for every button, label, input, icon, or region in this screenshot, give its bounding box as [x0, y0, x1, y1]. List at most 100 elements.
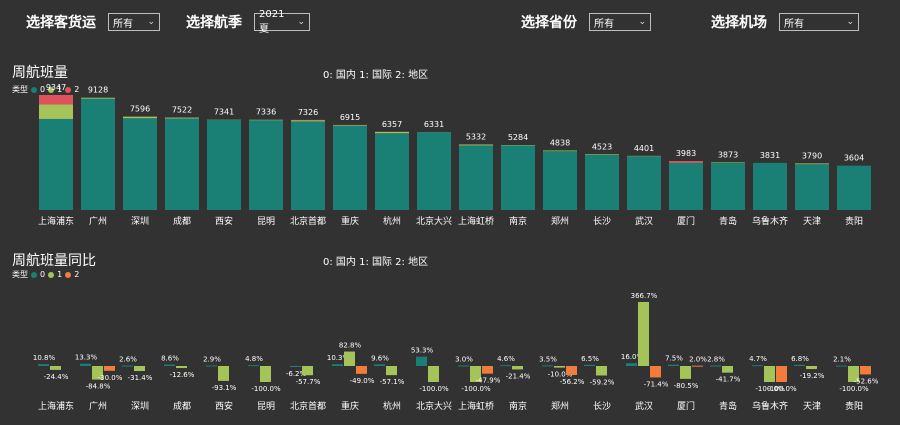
filter-province: 选择省份 所有 ⌄: [521, 12, 651, 32]
x-tick-label: 南京: [509, 215, 527, 227]
bar-total-label: 4523: [592, 142, 612, 151]
bar-segment: [165, 118, 199, 210]
filter-label: 选择航季: [186, 15, 242, 31]
bar-total-label: 4838: [550, 138, 570, 147]
bar-segment: [459, 145, 493, 210]
legend-label-1: 1: [57, 270, 63, 279]
province-dropdown[interactable]: 所有 ⌄: [589, 13, 651, 31]
legend-dot-0: [31, 86, 37, 93]
x-tick-label: 厦门: [677, 215, 695, 227]
bar-segment: [753, 162, 787, 210]
x-tick-label: 乌鲁木齐: [752, 215, 788, 227]
bar-total-label: 3831: [760, 151, 780, 160]
bar-total-label: 3983: [676, 149, 696, 158]
bar-total-label: 5332: [466, 132, 486, 141]
bar-total-label: 7596: [130, 105, 150, 114]
bar-segment: [837, 165, 871, 210]
bar-segment: [627, 156, 661, 210]
legend-label-2: 2: [74, 85, 80, 94]
bar-segment: [585, 155, 619, 210]
bar-segment: [249, 120, 283, 210]
bar-total-label: 6357: [382, 120, 402, 129]
dropdown-value: 2021夏: [259, 9, 285, 35]
bar-segment: [669, 162, 703, 210]
dropdown-value: 所有: [113, 18, 133, 30]
legend-label-0: 0: [40, 85, 46, 94]
dropdown-value: 所有: [784, 18, 804, 30]
x-tick-label: 北京大兴: [416, 215, 452, 227]
bar-total-label: 9128: [88, 86, 108, 95]
airport-dropdown[interactable]: 所有 ⌄: [779, 13, 859, 31]
x-tick-label: 广州: [89, 215, 107, 227]
freight-type-dropdown[interactable]: 所有 ⌄: [108, 13, 160, 31]
bar-segment: [39, 118, 73, 210]
x-tick-label: 青岛: [719, 215, 737, 227]
bar-total-label: 6915: [340, 113, 360, 122]
x-tick-label: 西安: [215, 215, 233, 227]
x-tick-label: 昆明: [257, 216, 275, 227]
bar-segment: [669, 160, 703, 163]
legend-label-0: 0: [40, 270, 46, 279]
chevron-down-icon: ⌄: [638, 17, 646, 27]
bar-segment: [501, 145, 535, 210]
bar-segment: [795, 163, 829, 165]
bar-segment: [165, 117, 199, 119]
x-tick-label: 贵阳: [845, 215, 863, 227]
x-tick-label: 长沙: [593, 215, 611, 227]
chevron-down-icon: ⌄: [147, 17, 155, 27]
bar-total-label: 7341: [214, 108, 234, 117]
legend-dot-2: [65, 86, 72, 93]
legend-dot-2: [65, 271, 72, 278]
bar-segment: [543, 150, 577, 152]
dropdown-value: 所有: [594, 18, 614, 30]
bar-segment: [39, 104, 73, 119]
bar-total-label: 3873: [718, 150, 738, 159]
bar-total-label: 7326: [298, 108, 318, 117]
bar-total-label: 5284: [508, 133, 528, 142]
season-dropdown[interactable]: 2021夏 ⌄: [254, 9, 310, 35]
bar-segment: [711, 162, 745, 210]
bar-segment: [417, 132, 451, 210]
x-tick-label: 重庆: [341, 215, 359, 227]
chart1-type-note: 0: 国内 1: 国际 2: 地区: [323, 70, 429, 81]
bar-segment: [249, 119, 283, 121]
bar-segment: [291, 121, 325, 210]
bar-segment: [81, 98, 115, 210]
bar-total-label: 7522: [172, 105, 192, 114]
bar-segment: [333, 125, 367, 126]
bar-total-label: 3790: [802, 151, 822, 160]
bar-segment: [81, 97, 115, 99]
bar-total-label: 3604: [844, 154, 864, 163]
bar-segment: [207, 119, 241, 210]
chevron-down-icon: ⌄: [846, 17, 854, 27]
bar-total-label: 6331: [424, 120, 444, 129]
chart2-legend: 类型 0 1 2: [12, 269, 79, 280]
x-tick-label: 上海浦东: [38, 215, 74, 227]
bar-segment: [711, 162, 745, 163]
x-tick-label: 天津: [803, 216, 821, 227]
filter-label: 选择客货运: [26, 15, 96, 31]
chart2-type-note: 0: 国内 1: 国际 2: 地区: [323, 257, 429, 268]
x-tick-label: 深圳: [131, 216, 149, 227]
bar-segment: [39, 95, 73, 105]
x-tick-label: 杭州: [383, 215, 401, 227]
legend-dot-0: [31, 271, 37, 278]
x-tick-label: 北京首都: [290, 215, 326, 227]
chart1-title: 周航班量: [12, 65, 68, 81]
x-tick-label: 成都: [173, 215, 191, 227]
legend-label-2: 2: [74, 270, 80, 279]
legend-title: 类型: [12, 85, 28, 94]
chart2-title: 周航班量同比: [12, 253, 96, 269]
x-tick-label: 郑州: [551, 215, 569, 227]
bar-total-label: 7336: [256, 108, 276, 117]
legend-dot-1: [48, 271, 55, 278]
legend-label-1: 1: [57, 85, 63, 94]
bar-segment: [333, 125, 367, 210]
filter-label: 选择省份: [521, 15, 577, 31]
x-tick-label: 上海虹桥: [458, 215, 494, 227]
bar-segment: [123, 116, 157, 119]
bar-segment: [375, 131, 409, 134]
bar-segment: [375, 133, 409, 210]
chart1-legend: 类型 0 1 2: [12, 84, 79, 95]
